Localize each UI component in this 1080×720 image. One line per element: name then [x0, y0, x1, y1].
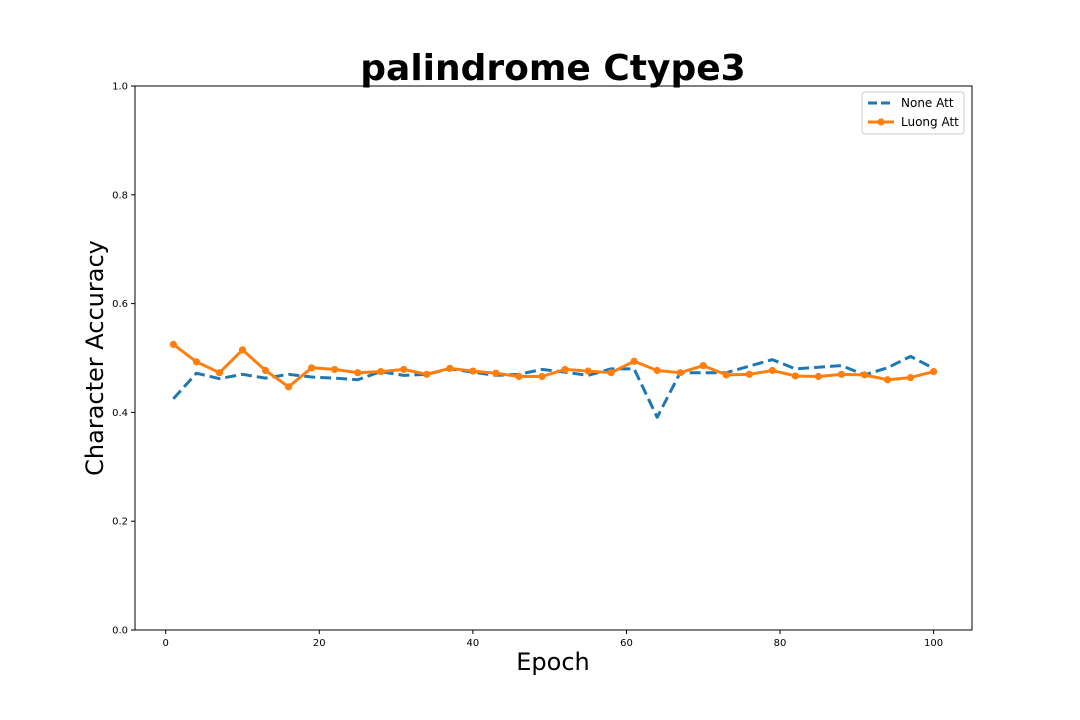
y-tick-label-3: 0.6: [112, 299, 128, 310]
series-line-1: [172, 343, 934, 389]
plot-frame: [134, 85, 973, 631]
series-point-1-14: [492, 369, 500, 377]
series-point-1-0: [169, 340, 177, 348]
series-point-1-2: [215, 369, 224, 377]
x-tick-label-5: 100: [924, 638, 943, 649]
series-point-1-21: [653, 366, 661, 375]
series-point-1-8: [354, 369, 362, 377]
series-point-1-17: [561, 365, 569, 374]
x-tick-label-1: 20: [313, 638, 326, 649]
series-point-1-28: [814, 372, 823, 381]
y-tick-label-1: 0.2: [112, 517, 128, 528]
series-point-1-25: [745, 370, 753, 378]
series-point-1-9: [377, 368, 385, 376]
x-tick-label-4: 80: [774, 638, 787, 649]
x-tick-label-0: 0: [163, 638, 169, 649]
series-point-1-5: [284, 383, 293, 391]
y-axis-label: Character Accuracy: [81, 240, 109, 476]
legend-label-1: Luong Att: [901, 115, 959, 129]
series-point-1-18: [584, 367, 592, 375]
series-point-1-15: [515, 372, 523, 381]
series-point-1-20: [630, 357, 638, 365]
series-point-1-7: [331, 365, 339, 374]
series-point-1-19: [607, 369, 615, 377]
y-tick-label-5: 1.0: [112, 82, 128, 93]
series-point-1-12: [446, 364, 454, 372]
chart-title: palindrome Ctype3: [360, 48, 745, 89]
series-point-1-6: [308, 364, 316, 372]
series-point-1-13: [469, 367, 477, 375]
legend-label-0: None Att: [901, 96, 954, 110]
series-line-0: [172, 354, 935, 419]
series-point-1-29: [837, 370, 846, 378]
series-point-1-31: [883, 376, 892, 384]
series-point-1-24: [722, 371, 730, 379]
series-point-1-27: [791, 372, 799, 380]
series-point-1-4: [261, 366, 270, 375]
series-point-1-22: [676, 369, 684, 377]
series-point-1-3: [238, 346, 247, 354]
x-tick-label-3: 60: [620, 638, 633, 649]
series-point-1-33: [930, 368, 938, 376]
series-point-1-11: [423, 370, 431, 378]
series-point-1-30: [860, 371, 869, 379]
plot-area: 0 20 40 60 80 100 0.0 0.2 0.4 0.6 0.8 1.0: [112, 82, 973, 649]
series-point-1-16: [538, 372, 546, 381]
y-tick-label-4: 0.8: [112, 190, 128, 201]
series-point-1-23: [699, 362, 707, 370]
legend: None Att Luong Att: [861, 91, 965, 135]
series-point-1-32: [906, 373, 915, 382]
x-tick-label-2: 40: [467, 638, 480, 649]
x-axis-label: Epoch: [516, 648, 590, 676]
y-tick-label-0: 0.0: [112, 626, 128, 637]
series-point-1-10: [400, 365, 408, 374]
series-point-1-26: [768, 366, 776, 375]
y-tick-label-2: 0.4: [112, 408, 128, 419]
legend-marker-1: [877, 118, 885, 126]
series-point-1-1: [192, 358, 201, 366]
